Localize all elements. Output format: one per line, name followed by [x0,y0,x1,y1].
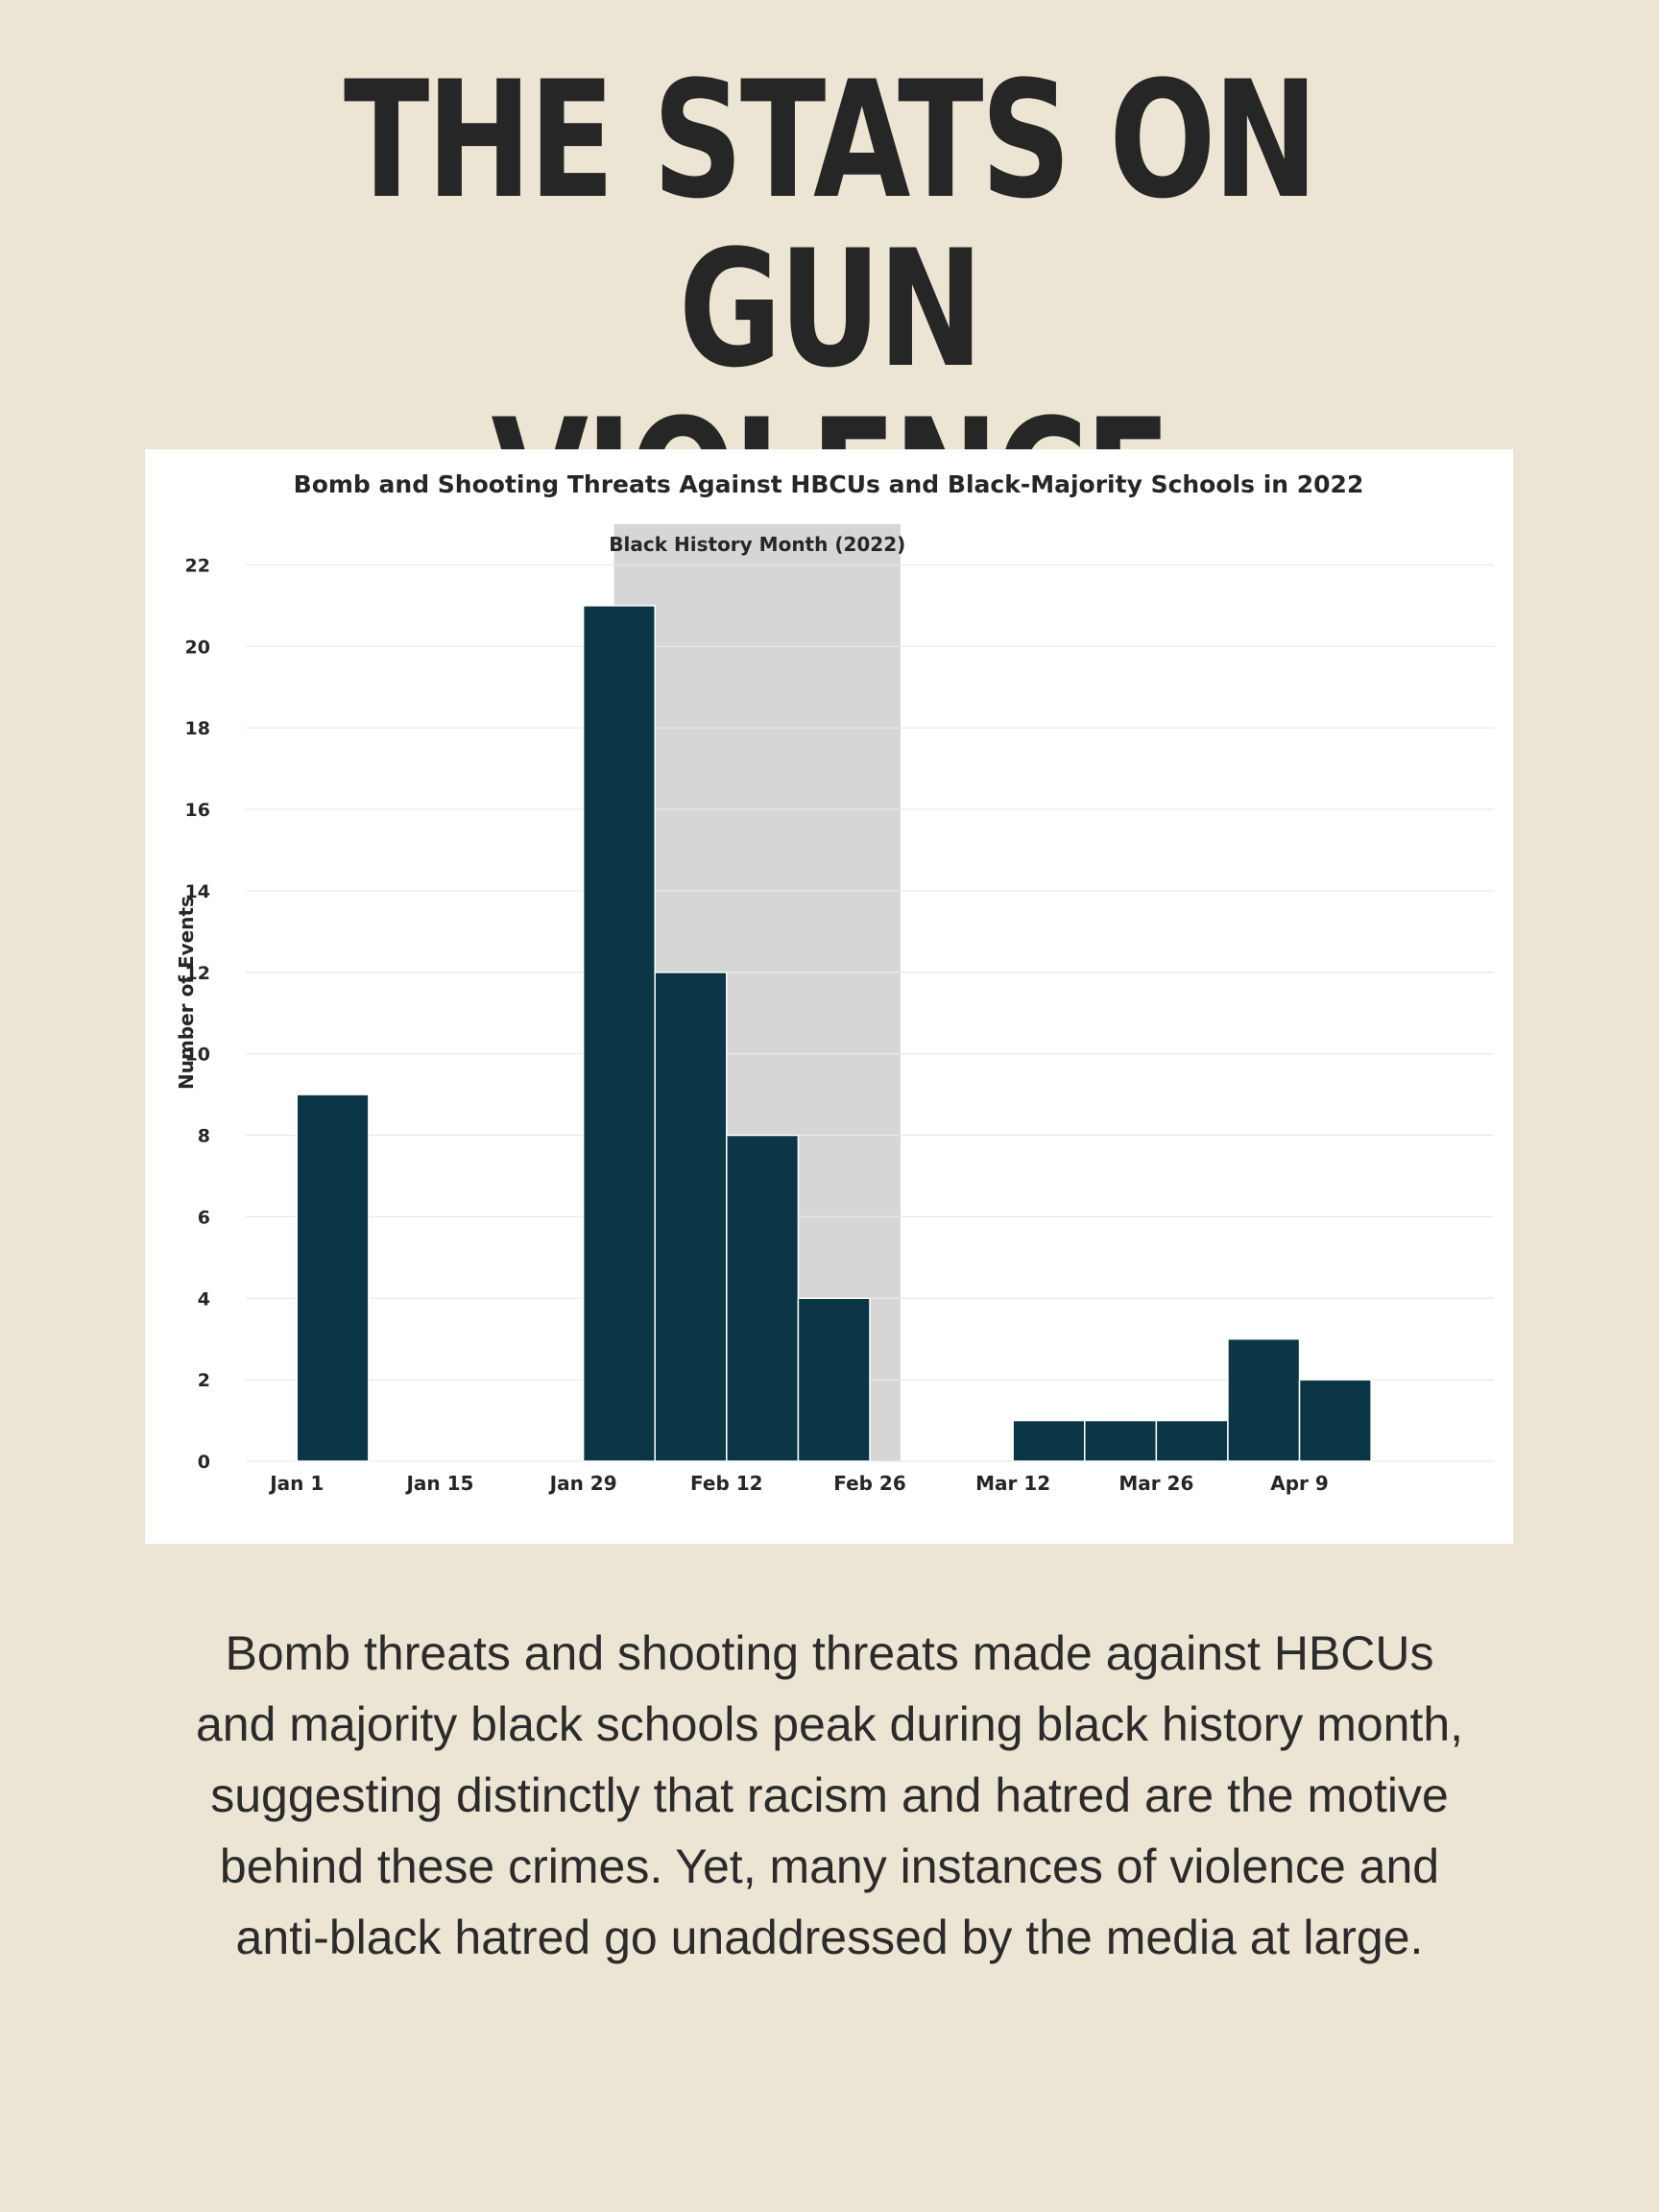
y-tick-label: 0 [198,1452,210,1473]
x-tick-label: Jan 29 [548,1472,617,1495]
y-tick-label: 18 [185,718,210,739]
bar-2022-01-29 [582,605,656,1462]
histogram-chart: Bomb and Shooting Threats Against HBCUs … [175,470,1494,1495]
y-tick-label: 8 [198,1126,210,1147]
y-tick-label: 6 [198,1207,210,1228]
x-tick-label: Jan 15 [404,1472,473,1495]
bar-2022-03-19 [1084,1419,1158,1462]
x-tick-label: Apr 9 [1270,1472,1329,1495]
bar-2022-01-01 [296,1094,370,1462]
y-tick-label: 16 [185,800,210,821]
x-tick-label: Mar 12 [975,1472,1050,1495]
bar-2022-03-12 [1012,1419,1086,1462]
chart-card: Bomb and Shooting Threats Against HBCUs … [145,449,1513,1544]
bar-2022-04-02 [1227,1337,1301,1462]
bar-2022-03-26 [1155,1419,1229,1462]
bar-2022-02-12 [726,1134,800,1462]
chart-title: Bomb and Shooting Threats Against HBCUs … [294,470,1364,498]
y-tick-label: 10 [185,1045,210,1066]
y-tick-label: 12 [185,963,210,984]
y-tick-label: 4 [198,1288,210,1310]
body-paragraph: Bomb threats and shooting threats made a… [195,1626,1464,1964]
bar-2022-04-09 [1298,1379,1372,1462]
x-tick-label: Feb 26 [833,1472,906,1495]
bar-2022-02-05 [654,972,728,1462]
highlight-band-label: Black History Month (2022) [609,533,905,556]
y-tick-label: 22 [185,555,210,576]
y-tick-label: 20 [185,637,210,658]
y-axis-label: Number of Events [175,896,198,1090]
y-tick-label: 14 [185,881,210,902]
bar-2022-02-19 [797,1297,871,1462]
x-tick-label: Mar 26 [1118,1472,1193,1495]
page-title-line-1: THE STATS ON GUN [343,46,1318,403]
x-tick-label: Jan 1 [268,1472,324,1495]
x-tick-label: Feb 12 [690,1472,763,1495]
y-tick-label: 2 [198,1370,210,1391]
